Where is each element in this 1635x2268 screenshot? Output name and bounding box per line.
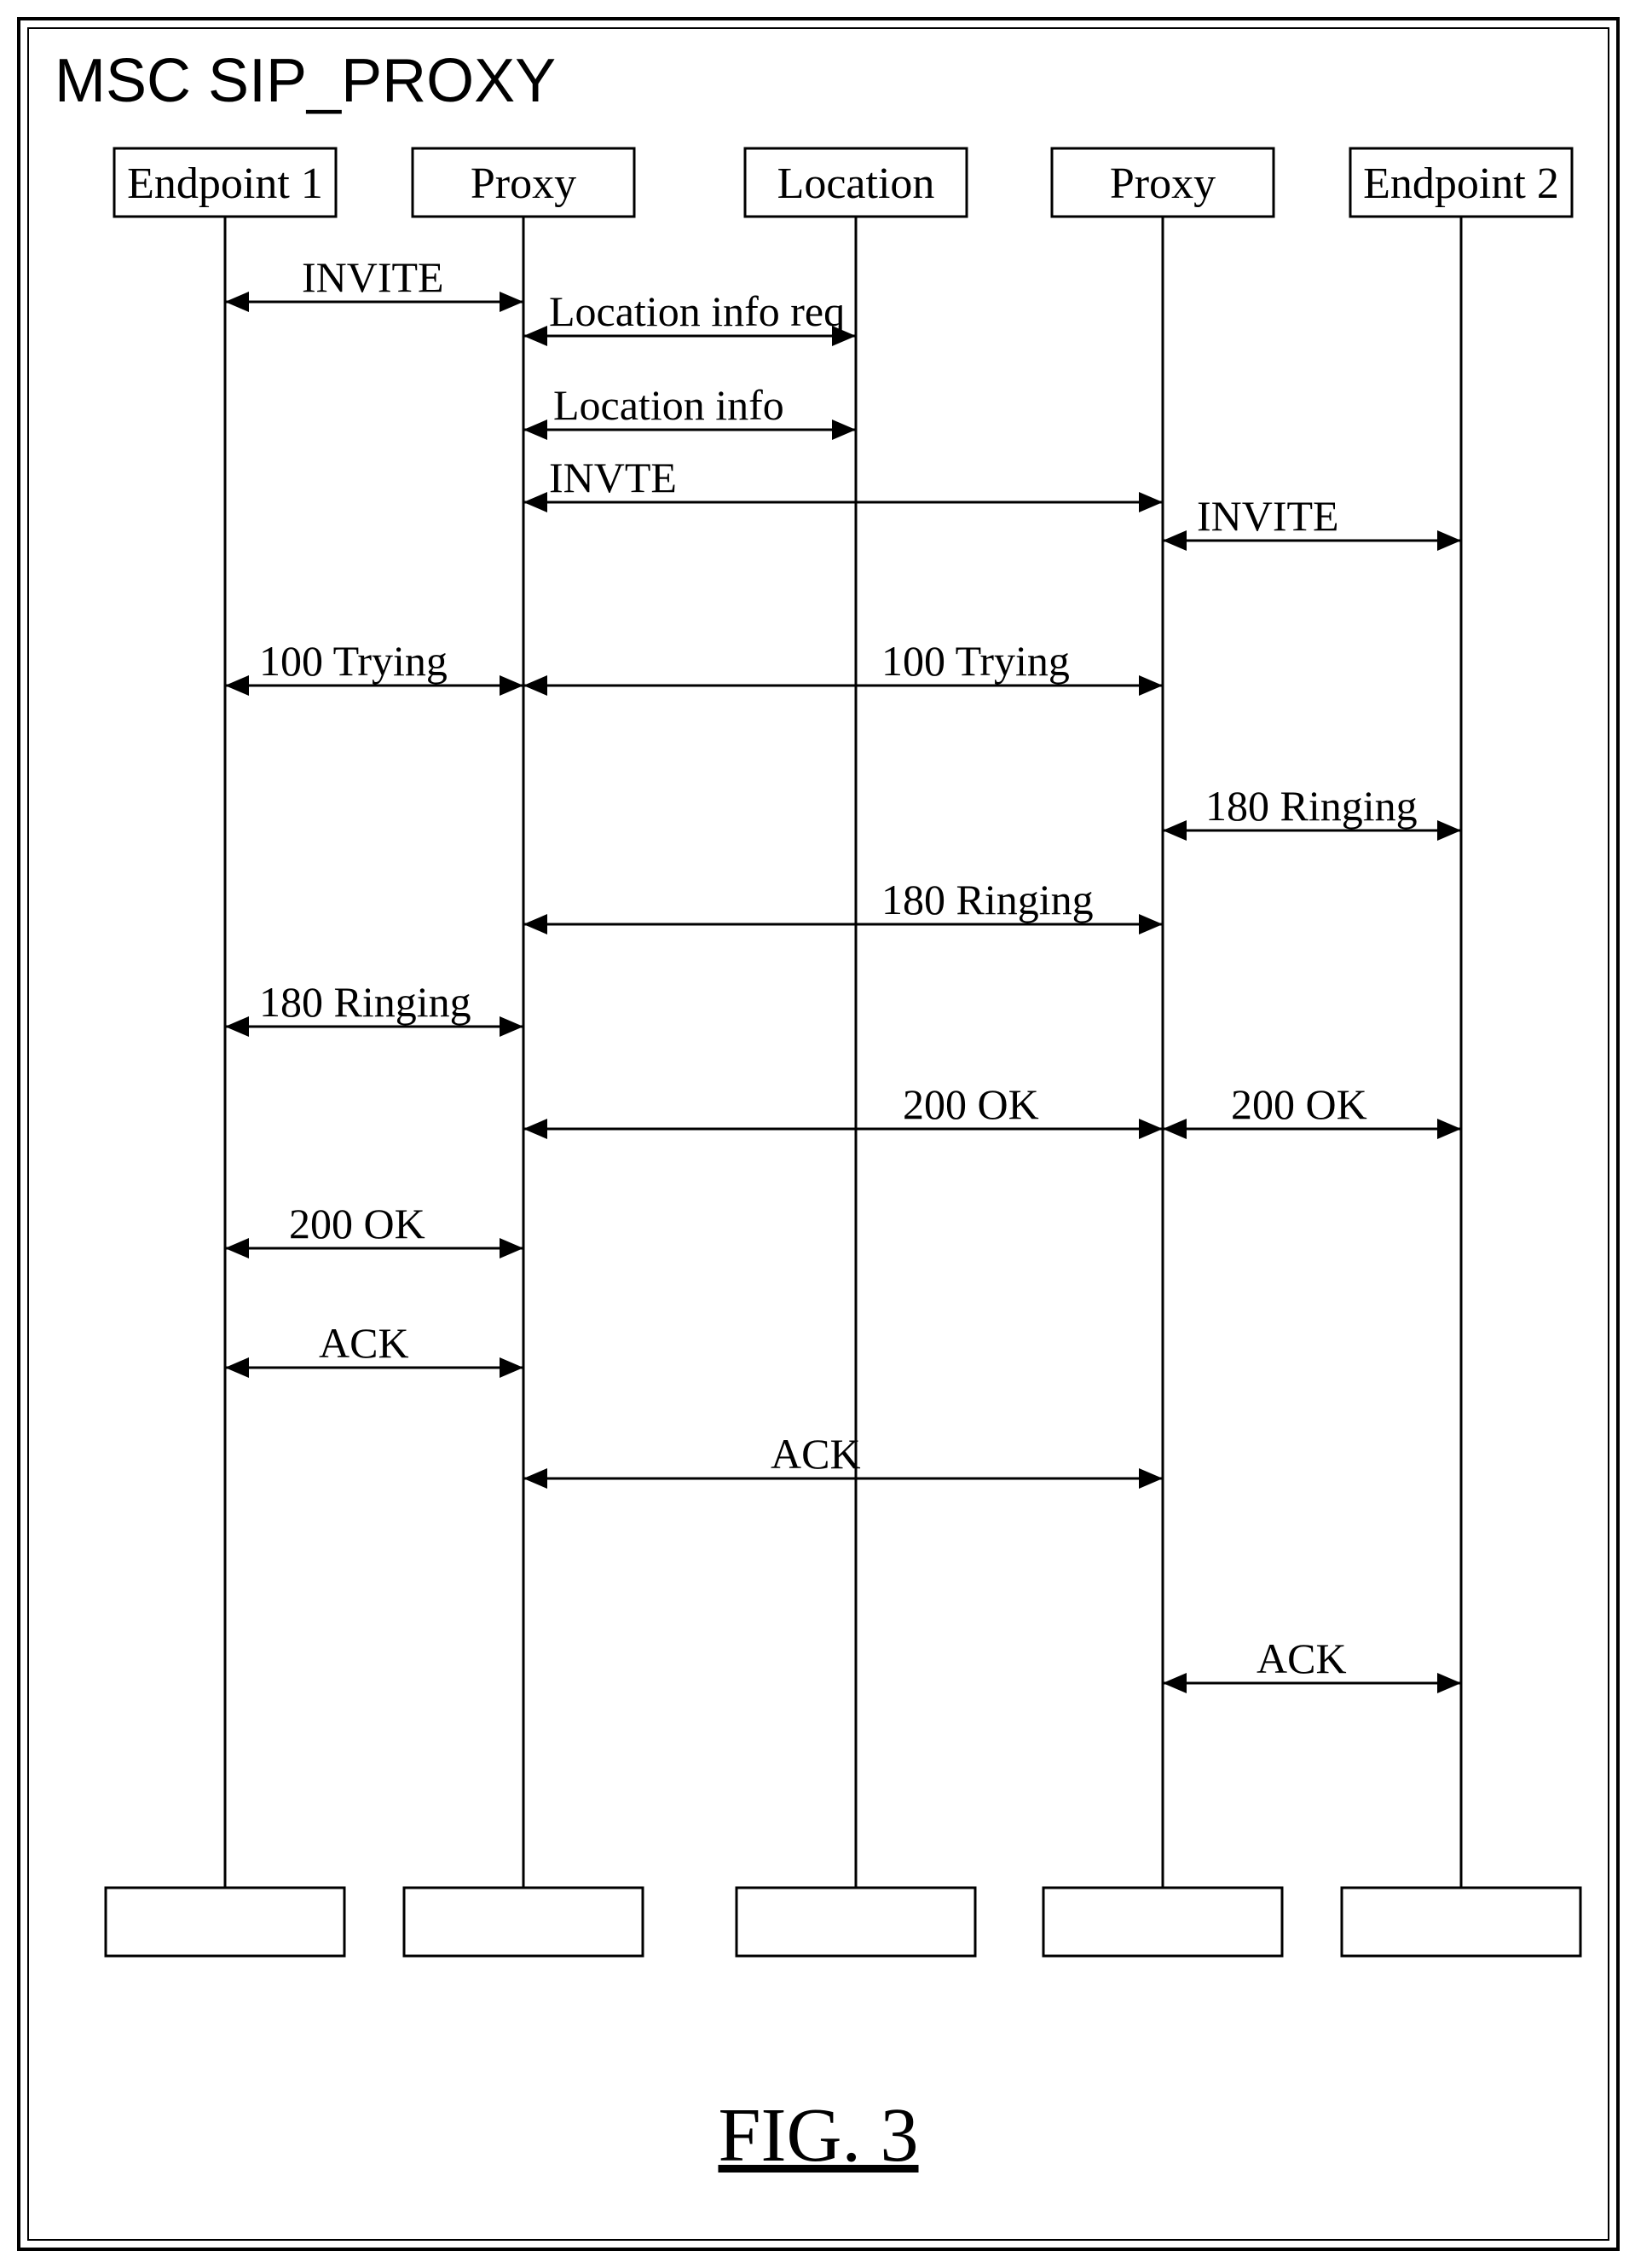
svg-text:180 Ringing: 180 Ringing [259, 978, 471, 1026]
svg-text:Proxy: Proxy [1110, 159, 1216, 208]
svg-text:Proxy: Proxy [471, 159, 576, 208]
svg-text:Location info: Location info [553, 381, 784, 429]
svg-text:100 Trying: 100 Trying [259, 637, 448, 685]
svg-text:Location: Location [777, 159, 935, 208]
svg-text:INVTE: INVTE [549, 454, 677, 501]
svg-text:200 OK: 200 OK [903, 1080, 1039, 1128]
svg-text:180 Ringing: 180 Ringing [1205, 782, 1418, 830]
svg-text:200 OK: 200 OK [1231, 1080, 1367, 1128]
svg-text:Endpoint 2: Endpoint 2 [1363, 159, 1559, 208]
svg-text:Location info req: Location info req [549, 287, 845, 335]
svg-text:180 Ringing: 180 Ringing [881, 876, 1094, 923]
svg-text:INVITE: INVITE [302, 253, 444, 301]
outer-frame: MSC SIP_PROXY Endpoint 1ProxyLocationPro… [17, 17, 1620, 2251]
svg-text:INVITE: INVITE [1197, 492, 1339, 540]
svg-text:100 Trying: 100 Trying [881, 637, 1070, 685]
sequence-diagram: Endpoint 1 Proxy Location Proxy Endpoint 2 IN… [29, 29, 1615, 2033]
inner-frame: MSC SIP_PROXY Endpoint 1ProxyLocationPro… [27, 27, 1609, 2241]
figure-caption: FIG. 3 [718, 2092, 918, 2179]
svg-text:200 OK: 200 OK [289, 1200, 425, 1247]
svg-text:ACK: ACK [319, 1319, 409, 1367]
svg-text:Endpoint 1: Endpoint 1 [127, 159, 323, 208]
svg-text:ACK: ACK [1257, 1634, 1347, 1682]
svg-text:ACK: ACK [771, 1430, 861, 1478]
